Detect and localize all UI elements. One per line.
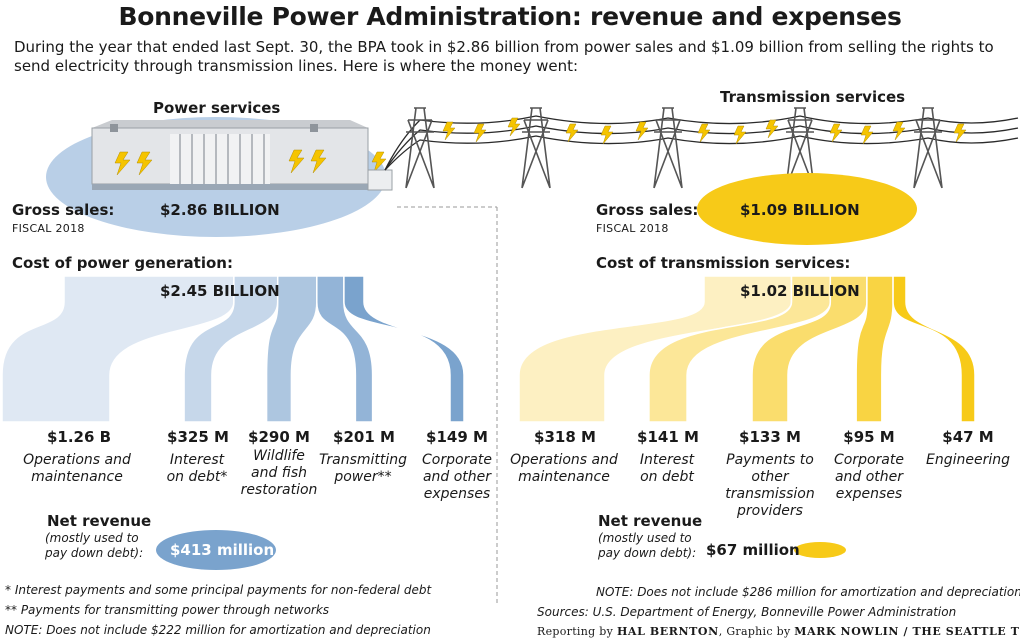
transmission-item-amount: $141 M [637, 428, 699, 446]
transmission-fiscal-label: FISCAL 2018 [596, 222, 669, 235]
power-item-label: Wildlife and fish restoration [240, 448, 318, 498]
footnote: NOTE: Does not include $222 million for … [5, 623, 431, 637]
transmission-net-value: $67 million [706, 541, 800, 559]
transmission-net-sub: (mostly used to pay down debt): [598, 531, 697, 560]
transmission-item-amount: $95 M [843, 428, 895, 446]
transmission-gross-ellipse [697, 173, 917, 245]
power-gross-value: $2.86 BILLION [160, 201, 280, 219]
transmission-gross-value: $1.09 BILLION [740, 201, 860, 219]
credit-reporting: Reporting by [537, 625, 614, 638]
dam-illustration [91, 120, 393, 191]
power-net-sub: (mostly used to pay down debt): [45, 531, 144, 560]
power-heading: Power services [153, 99, 281, 117]
power-fiscal-label: FISCAL 2018 [12, 222, 85, 235]
power-flow-3 [265, 275, 318, 423]
footnote: ** Payments for transmitting power throu… [5, 603, 330, 617]
transmission-item-amount: $318 M [534, 428, 596, 446]
power-flow-1 [1, 275, 235, 423]
trans-flow-4 [855, 275, 894, 423]
power-net-label: Net revenue [47, 512, 152, 530]
pylon-icons [405, 107, 943, 189]
power-flow-diagram [1, 275, 465, 423]
footnote: NOTE: Does not include $286 million for … [596, 585, 1020, 599]
trans-flow-2 [648, 275, 832, 423]
lightning-icons [442, 117, 967, 145]
transmission-cost-heading: Cost of transmission services: [596, 254, 851, 272]
transmission-cost-total: $1.02 BILLION [740, 282, 860, 300]
power-item-label: Transmitting power** [318, 452, 408, 485]
power-item-amount: $290 M [248, 428, 310, 446]
credit-reporter: HAL BERNTON [616, 625, 719, 638]
footnote: * Interest payments and some principal p… [5, 583, 432, 597]
transmission-item-label: Payments to other transmission providers [725, 452, 815, 519]
power-cost-total: $2.45 BILLION [160, 282, 280, 300]
sources-note: Sources: U.S. Department of Energy, Bonn… [537, 605, 957, 619]
power-flow-5 [343, 275, 465, 423]
power-item-amount: $325 M [167, 428, 229, 446]
power-net-ellipse [156, 530, 276, 570]
page-subtitle: During the year that ended last Sept. 30… [14, 38, 994, 75]
transmission-item-label: Interest on debt [639, 452, 695, 485]
transmission-flow-diagram [518, 275, 976, 423]
transmission-item-label: Corporate and other expenses [834, 452, 904, 502]
trans-flow-3 [751, 275, 868, 423]
power-item-label: Operations and maintenance [23, 452, 131, 485]
credit-line: Reporting by HAL BERNTON, Graphic by MAR… [537, 625, 1020, 638]
power-item-label: Corporate and other expenses [422, 452, 492, 502]
power-cost-heading: Cost of power generation: [12, 254, 233, 272]
power-item-label: Interest on debt* [166, 452, 228, 485]
credit-artist: MARK NOWLIN / THE SEATTLE TIMES [794, 625, 1020, 638]
power-gross-label: Gross sales: [12, 201, 115, 219]
transmission-net-ellipse [794, 542, 846, 558]
power-item-amount: $1.26 B [46, 428, 112, 446]
transmission-gross-label: Gross sales: [596, 201, 699, 219]
trans-flow-5 [892, 275, 976, 423]
power-item-amount: $201 M [333, 428, 395, 446]
transmission-item-amount: $133 M [739, 428, 801, 446]
transmission-item-amount: $47 M [942, 428, 994, 446]
power-net-value: $413 million [170, 541, 275, 559]
credit-graphic: , Graphic by [718, 625, 791, 638]
power-item-amount: $149 M [426, 428, 488, 446]
power-flow-2 [183, 275, 279, 423]
transmission-heading: Transmission services [720, 88, 906, 106]
power-flow-4 [316, 275, 374, 423]
transmission-item-label: Operations and maintenance [510, 452, 618, 485]
page-title: Bonneville Power Administration: revenue… [118, 2, 902, 31]
transmission-item-label: Engineering [926, 452, 1010, 468]
transmission-net-label: Net revenue [598, 512, 703, 530]
